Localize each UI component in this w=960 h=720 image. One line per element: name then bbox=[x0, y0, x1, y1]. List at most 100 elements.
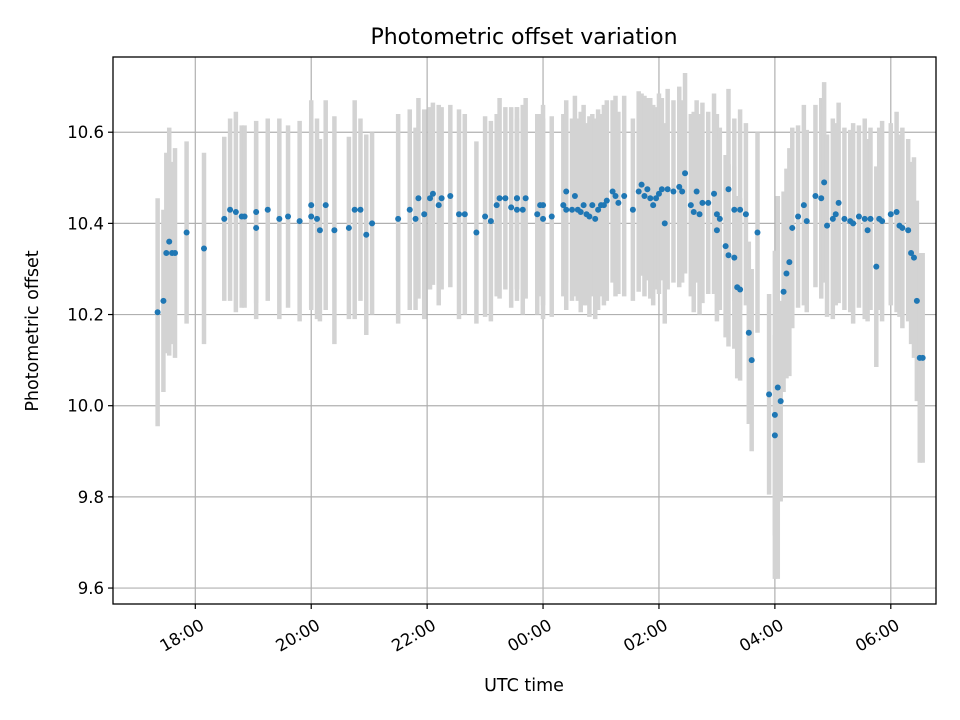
data-point bbox=[534, 211, 541, 218]
data-point bbox=[513, 195, 520, 202]
data-point bbox=[867, 215, 874, 222]
data-point bbox=[629, 206, 636, 213]
data-point bbox=[232, 208, 239, 215]
data-point bbox=[172, 250, 179, 257]
data-point bbox=[812, 193, 819, 200]
data-point bbox=[658, 186, 665, 193]
data-point bbox=[482, 213, 489, 220]
data-point bbox=[713, 211, 720, 218]
data-point bbox=[821, 179, 828, 186]
data-point bbox=[395, 215, 402, 222]
data-point bbox=[635, 188, 642, 195]
data-point bbox=[800, 202, 807, 209]
data-point bbox=[447, 193, 454, 200]
data-point bbox=[603, 197, 610, 204]
data-point bbox=[563, 206, 570, 213]
data-point bbox=[221, 215, 228, 222]
data-point bbox=[670, 188, 677, 195]
data-point bbox=[777, 398, 784, 405]
data-point bbox=[406, 206, 413, 213]
data-point bbox=[737, 286, 744, 293]
data-point bbox=[438, 195, 445, 202]
data-point bbox=[705, 199, 712, 206]
data-point bbox=[696, 211, 703, 218]
data-point bbox=[676, 183, 683, 190]
data-point bbox=[699, 199, 706, 206]
data-point bbox=[331, 227, 338, 234]
data-point bbox=[737, 206, 744, 213]
data-point bbox=[650, 202, 657, 209]
data-point bbox=[560, 202, 567, 209]
data-point bbox=[745, 329, 752, 336]
data-point bbox=[850, 220, 857, 227]
data-point bbox=[818, 195, 825, 202]
data-point bbox=[786, 259, 793, 266]
data-point bbox=[253, 208, 260, 215]
data-point bbox=[357, 206, 364, 213]
data-point bbox=[722, 243, 729, 250]
y-tick-label: 10.2 bbox=[67, 306, 104, 325]
data-point bbox=[919, 354, 926, 361]
data-point bbox=[864, 227, 871, 234]
data-point bbox=[345, 224, 352, 231]
data-point bbox=[322, 202, 329, 209]
data-point bbox=[725, 252, 732, 259]
data-point bbox=[473, 229, 480, 236]
data-point bbox=[522, 195, 529, 202]
data-point bbox=[609, 188, 616, 195]
data-point bbox=[887, 211, 894, 218]
data-point bbox=[835, 199, 842, 206]
data-point bbox=[241, 213, 248, 220]
data-point bbox=[679, 188, 686, 195]
data-point bbox=[580, 202, 587, 209]
data-point bbox=[690, 208, 697, 215]
data-point bbox=[595, 206, 602, 213]
data-point bbox=[163, 250, 170, 257]
data-point bbox=[829, 215, 836, 222]
data-point bbox=[711, 190, 718, 197]
data-point bbox=[664, 186, 671, 193]
data-point bbox=[285, 213, 292, 220]
data-point bbox=[731, 206, 738, 213]
data-point bbox=[748, 357, 755, 364]
data-point bbox=[789, 224, 796, 231]
data-point bbox=[569, 206, 576, 213]
chart-title: Photometric offset variation bbox=[370, 25, 677, 50]
data-point bbox=[647, 195, 654, 202]
data-point bbox=[638, 181, 645, 188]
data-point bbox=[774, 384, 781, 391]
data-point bbox=[412, 215, 419, 222]
data-point bbox=[577, 208, 584, 215]
data-point bbox=[612, 193, 619, 200]
data-point bbox=[314, 215, 321, 222]
data-point bbox=[571, 193, 578, 200]
data-point bbox=[421, 211, 428, 218]
data-point bbox=[841, 215, 848, 222]
data-point bbox=[316, 227, 323, 234]
data-point bbox=[783, 270, 790, 277]
data-point bbox=[227, 206, 234, 213]
data-point bbox=[200, 245, 207, 252]
data-point bbox=[308, 213, 315, 220]
data-point bbox=[264, 206, 271, 213]
data-point bbox=[766, 391, 773, 398]
data-point bbox=[908, 250, 915, 257]
data-point bbox=[589, 202, 596, 209]
data-point bbox=[795, 213, 802, 220]
data-point bbox=[508, 204, 515, 211]
data-point bbox=[487, 218, 494, 225]
data-point bbox=[861, 215, 868, 222]
data-point bbox=[879, 218, 886, 225]
data-point bbox=[493, 202, 500, 209]
point-layer bbox=[154, 170, 926, 439]
data-point bbox=[540, 215, 547, 222]
data-point bbox=[661, 220, 668, 227]
y-tick-label: 9.8 bbox=[78, 488, 104, 507]
y-tick-label: 10.6 bbox=[67, 123, 104, 142]
y-tick-label: 9.6 bbox=[78, 579, 104, 598]
data-point bbox=[586, 213, 593, 220]
data-point bbox=[824, 222, 831, 229]
data-point bbox=[548, 213, 555, 220]
